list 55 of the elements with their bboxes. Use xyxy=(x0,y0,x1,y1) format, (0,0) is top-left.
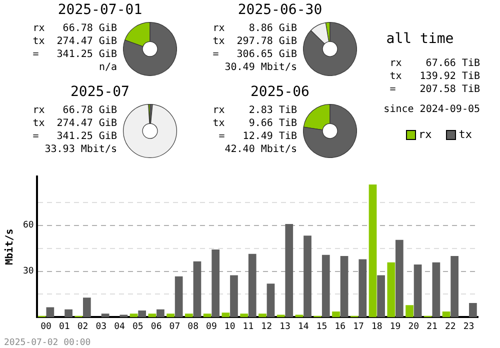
y-tick-label: 60 xyxy=(22,220,34,231)
x-tick-label: 15 xyxy=(316,322,328,332)
x-tick-label: 01 xyxy=(58,322,70,332)
chart-title: 2025-07 xyxy=(69,84,130,100)
text: rx 8.86 GiB xyxy=(212,23,297,34)
text: rx 66.78 GiB xyxy=(32,105,117,116)
x-tick-label: 21 xyxy=(426,322,438,332)
text: = 341.25 GiB xyxy=(32,49,117,60)
text: = 12.49 TiB xyxy=(218,131,297,142)
x-tick-label: 03 xyxy=(96,322,107,332)
x-tick-label: 12 xyxy=(261,322,272,332)
text: = 306.65 GiB xyxy=(212,49,297,60)
x-tick-label: 04 xyxy=(114,322,125,332)
text: 33.93 Mbit/s xyxy=(44,144,117,155)
text: 30.49 Mbit/s xyxy=(224,62,297,73)
text: tx 274.47 GiB xyxy=(32,118,117,129)
text: = 341.25 GiB xyxy=(32,131,117,142)
text: tx 139.92 TiB xyxy=(388,70,480,83)
legend-label: tx xyxy=(458,128,472,141)
x-tick-label: 02 xyxy=(77,322,88,332)
y-tick-label: 30 xyxy=(22,266,34,277)
chart-title: 2025-07-01 xyxy=(56,2,144,18)
x-tick-label: 22 xyxy=(445,322,456,332)
x-tick-label: 11 xyxy=(242,322,254,332)
text: tx 9.66 TiB xyxy=(212,118,297,129)
x-tick-label: 10 xyxy=(224,322,236,332)
text: 2025-07-02 00:00 xyxy=(4,338,91,348)
text: = 207.58 TiB xyxy=(388,83,480,96)
x-tick-label: 19 xyxy=(390,322,401,332)
x-tick-label: 23 xyxy=(463,322,474,332)
x-tick-label: 07 xyxy=(169,322,180,332)
text: rx 67.66 TiB xyxy=(388,57,480,70)
x-tick-label: 14 xyxy=(298,322,309,332)
x-tick-label: 09 xyxy=(206,322,217,332)
chart-title: 2025-06-30 xyxy=(236,2,324,18)
x-tick-label: 00 xyxy=(40,322,52,332)
text: all time xyxy=(385,31,455,47)
x-tick-label: 20 xyxy=(408,322,420,332)
text: tx 274.47 GiB xyxy=(32,36,117,47)
x-tick-label: 18 xyxy=(371,322,382,332)
y-axis-title: Mbit/s xyxy=(4,228,16,265)
text: since 2024-09-05 xyxy=(382,103,480,116)
x-tick-label: 13 xyxy=(280,322,290,332)
text: rx 2.83 TiB xyxy=(212,105,297,116)
legend-label: rx xyxy=(418,128,432,141)
x-tick-label: 06 xyxy=(150,322,162,332)
text: rx 66.78 GiB xyxy=(32,23,117,34)
x-tick-label: 05 xyxy=(132,322,144,332)
text: n/a xyxy=(98,62,117,73)
text: 42.40 Mbit/s xyxy=(224,144,297,155)
text: tx 297.78 GiB xyxy=(212,36,297,47)
x-tick-label: 16 xyxy=(334,322,346,332)
x-tick-label: 08 xyxy=(188,322,199,332)
x-tick-label: 17 xyxy=(353,322,364,332)
chart-title: 2025-06 xyxy=(249,84,310,100)
